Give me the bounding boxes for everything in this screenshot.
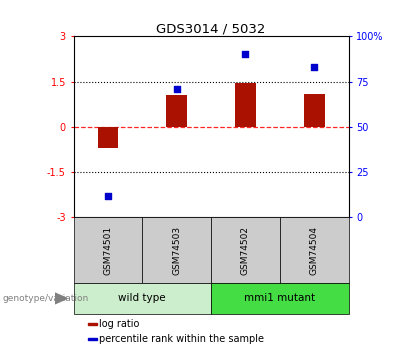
Title: GDS3014 / 5032: GDS3014 / 5032: [156, 22, 266, 35]
Bar: [89, 338, 97, 340]
Text: wild type: wild type: [118, 294, 166, 303]
Text: GSM74503: GSM74503: [172, 226, 181, 275]
Text: genotype/variation: genotype/variation: [2, 294, 88, 303]
Text: mmi1 mutant: mmi1 mutant: [244, 294, 315, 303]
Bar: [211, 217, 280, 283]
Text: GSM74501: GSM74501: [103, 226, 113, 275]
Bar: [304, 93, 325, 127]
Bar: [235, 83, 256, 127]
Text: log ratio: log ratio: [99, 319, 139, 329]
Bar: [166, 95, 187, 127]
Bar: [211, 283, 349, 314]
Text: GSM74504: GSM74504: [310, 226, 319, 275]
Text: percentile rank within the sample: percentile rank within the sample: [99, 334, 264, 344]
Text: GSM74502: GSM74502: [241, 226, 250, 275]
Bar: [97, 127, 118, 148]
Bar: [74, 283, 211, 314]
Bar: [74, 217, 142, 283]
Bar: [280, 217, 349, 283]
Point: [105, 193, 111, 198]
Point: [242, 51, 249, 57]
Bar: [142, 217, 211, 283]
Polygon shape: [55, 293, 67, 304]
Bar: [89, 323, 97, 325]
Point: [311, 64, 318, 70]
Point: [173, 86, 180, 91]
